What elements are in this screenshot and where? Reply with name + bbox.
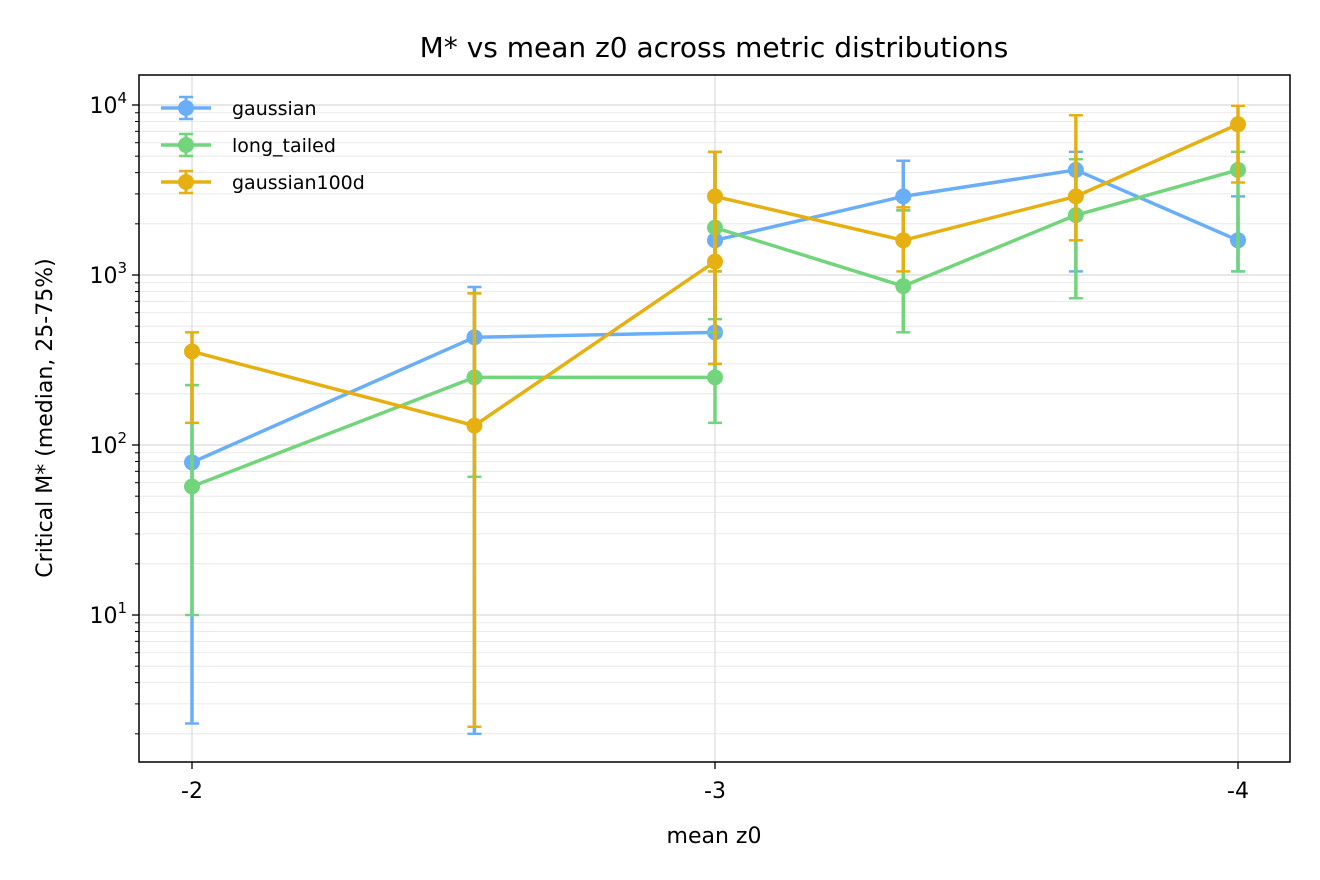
legend-marker: [178, 137, 194, 153]
legend-label: long_tailed: [232, 135, 336, 157]
x-tick-label: -2: [181, 779, 203, 804]
data-point: [895, 188, 912, 205]
y-tick-label: 102: [89, 429, 127, 459]
legend-item-gaussian100d: gaussian100d: [161, 169, 365, 195]
x-axis-label: mean z0: [667, 824, 762, 849]
legend-label: gaussian100d: [232, 172, 365, 194]
series-gaussian100d: [184, 104, 1246, 729]
data-point: [184, 478, 200, 495]
y-axis-label: Critical M* (median, 25-75%): [33, 258, 58, 577]
legend-marker: [178, 174, 194, 190]
legend-item-gaussian: gaussian: [161, 95, 317, 121]
data-point: [895, 232, 912, 249]
data-point: [466, 417, 483, 434]
legend-marker: [178, 100, 194, 116]
y-tick-label: 103: [89, 259, 127, 289]
chart-title: M* vs mean z0 across metric distribution…: [420, 31, 1009, 64]
data-point: [895, 278, 912, 295]
data-point: [707, 253, 723, 270]
y-tick-label: 104: [89, 89, 127, 119]
x-tick-label: -4: [1227, 779, 1249, 804]
series-layer: [184, 104, 1246, 736]
legend-item-long_tailed: long_tailed: [161, 132, 336, 158]
data-point: [184, 343, 200, 360]
data-point: [1230, 116, 1246, 133]
data-point: [707, 369, 723, 386]
data-point: [707, 188, 723, 205]
y-tick-label: 101: [89, 599, 127, 629]
legend-label: gaussian: [232, 98, 317, 120]
data-point: [1067, 188, 1084, 205]
legend: gaussian long_tailed gaussian100d: [161, 95, 365, 195]
ticks: -2 -3 -4 101 102 103 104: [89, 89, 1249, 804]
x-tick-label: -3: [704, 779, 726, 804]
